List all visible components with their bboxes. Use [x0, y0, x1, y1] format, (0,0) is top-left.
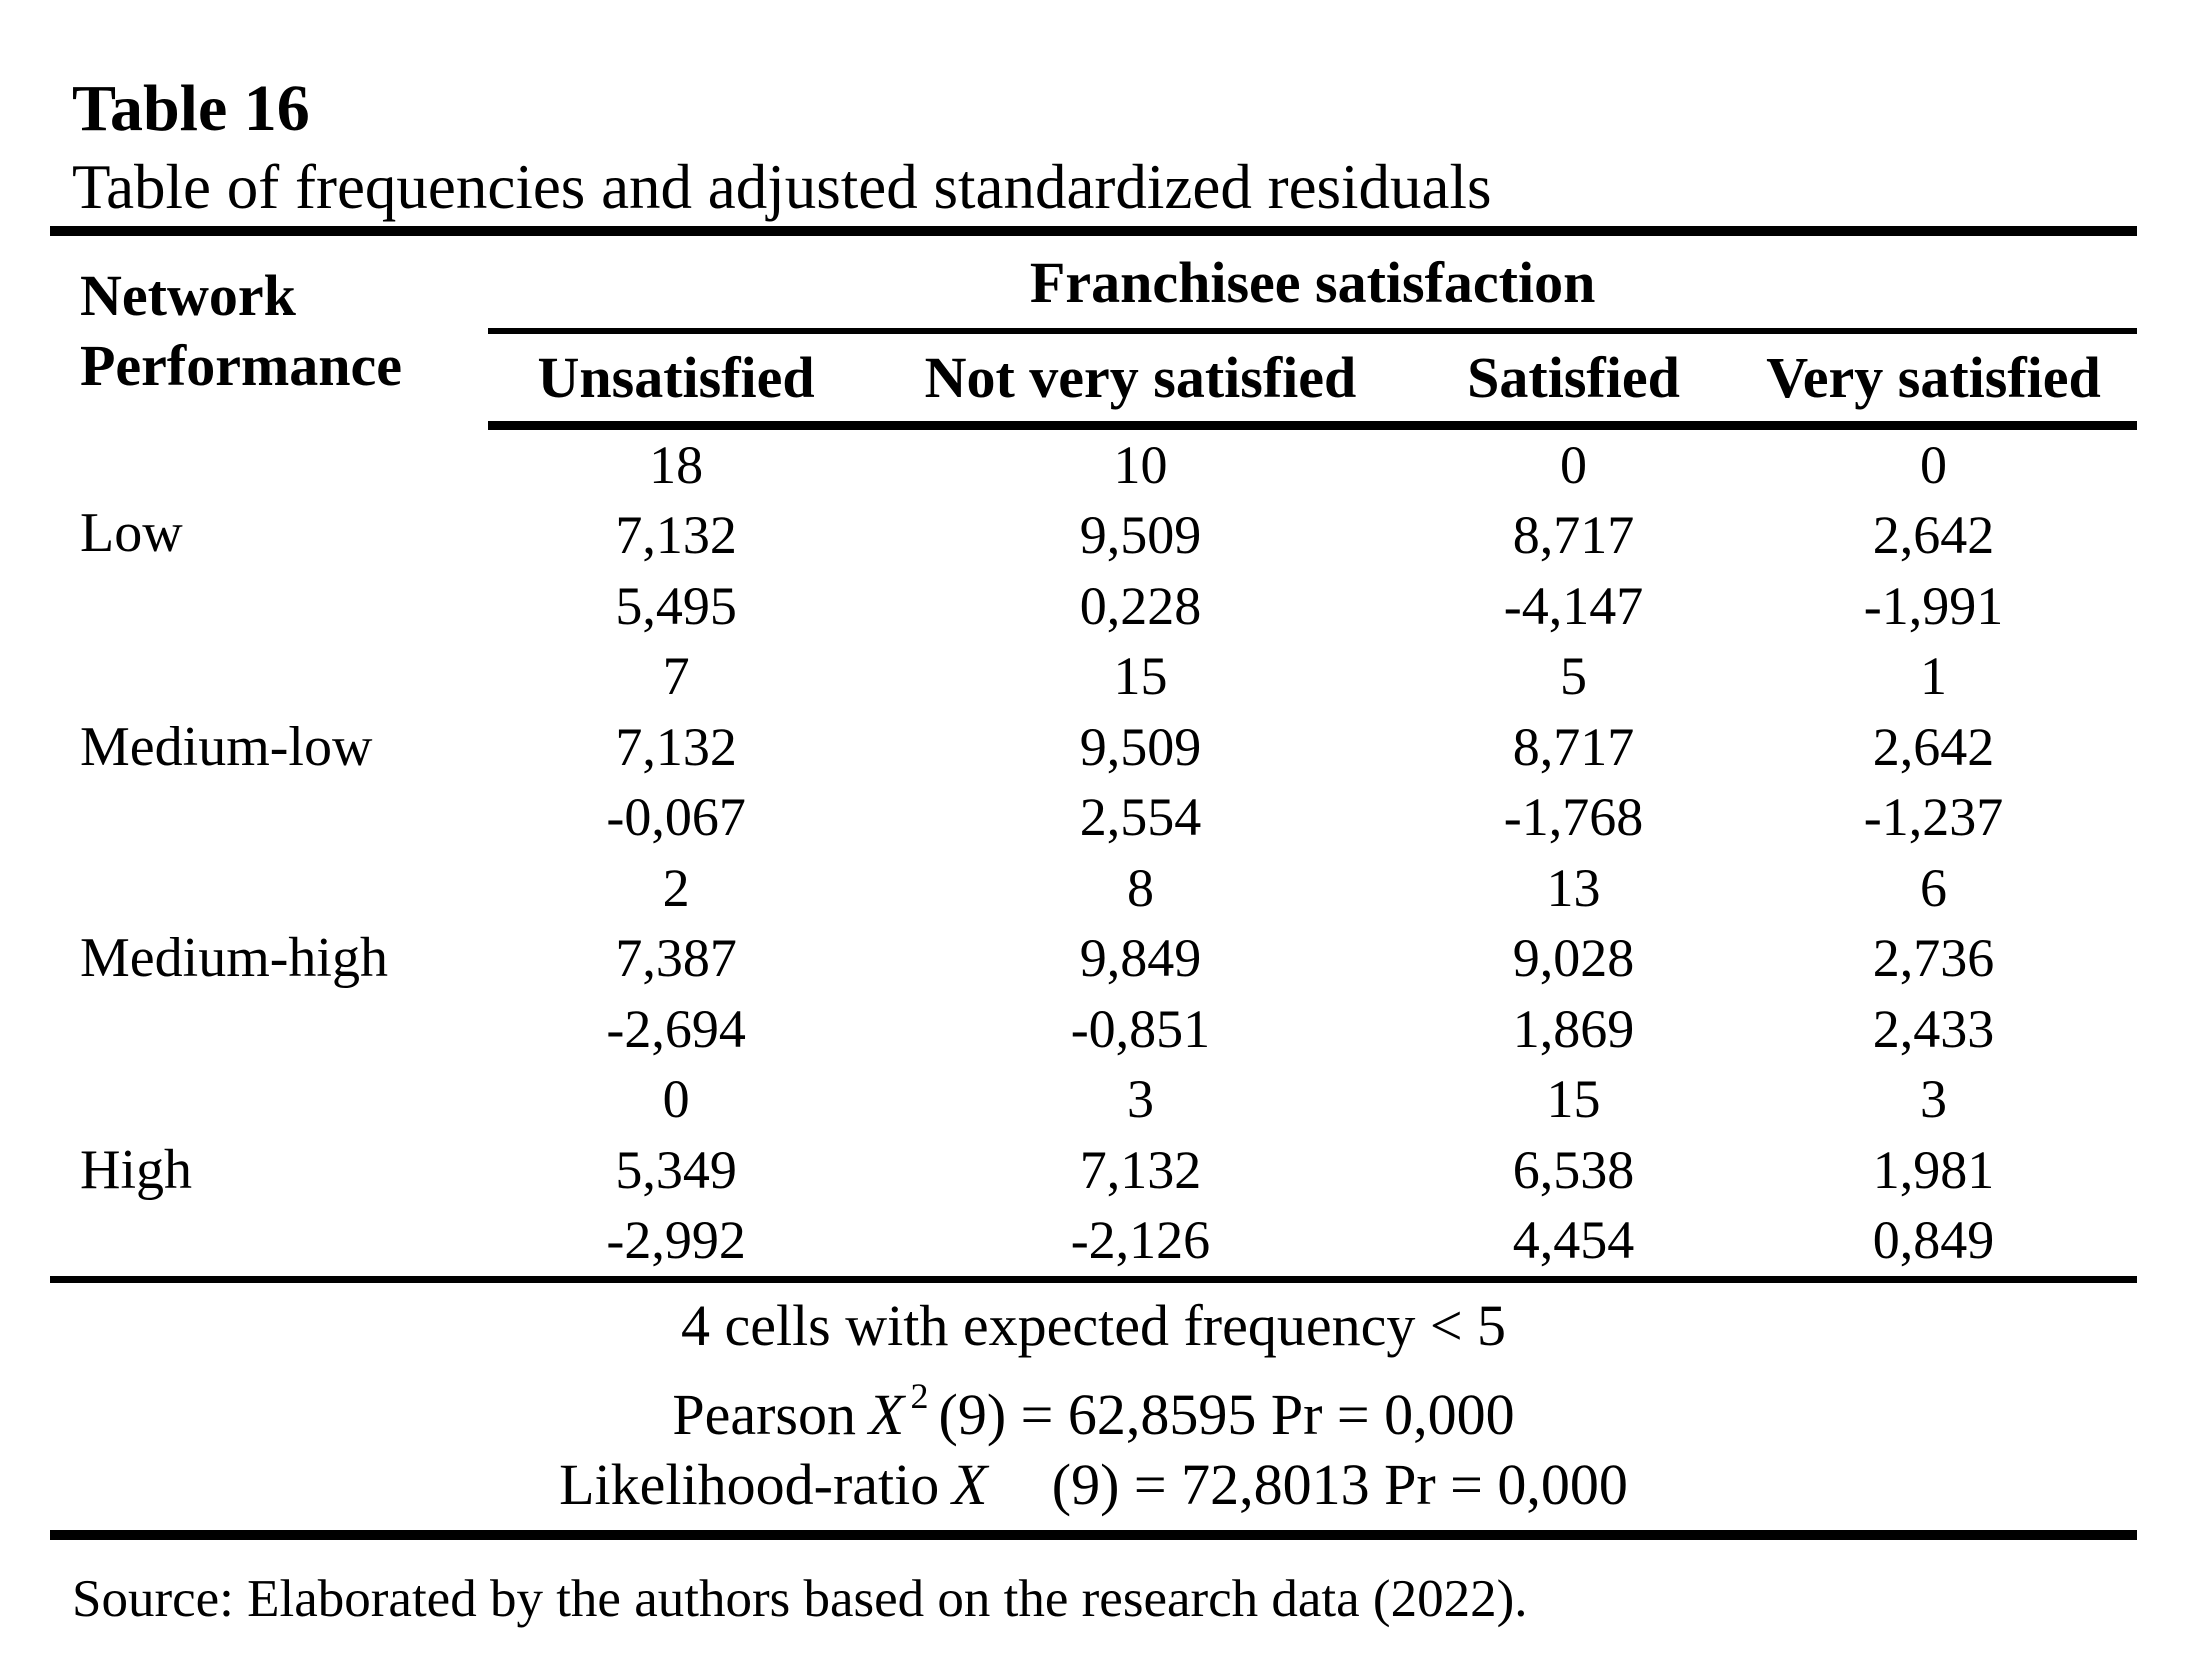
residual-value: 0,228: [1079, 575, 1202, 636]
table-cell: 15 6,538 4,454: [1416, 1064, 1731, 1283]
row-label: Low: [80, 502, 183, 564]
observed-value: 5: [1559, 646, 1587, 706]
row-label: Medium-low: [80, 715, 373, 778]
expected-value: 5,349: [615, 1139, 737, 1200]
table-cell: 3 1,981 0,849: [1730, 1064, 2137, 1283]
chi-symbol: X: [952, 1451, 988, 1517]
residual-value: -1,991: [1863, 575, 2004, 636]
chi-symbol: X: [868, 1381, 905, 1447]
expected-value: 9,509: [1079, 505, 1202, 565]
likelihood-value: (9) = 72,8013 Pr = 0,000: [1051, 1451, 1628, 1517]
expected-value: 9,028: [1512, 928, 1635, 988]
residual-value: -2,126: [1070, 1210, 1211, 1270]
statistics-footer: 4 cells with expected frequency < 5 Pear…: [50, 1283, 2137, 1540]
table-cell: 2 7,387 -2,694: [488, 853, 864, 1065]
row-label: High: [50, 1064, 489, 1283]
expected-value: 7,387: [615, 928, 737, 988]
likelihood-label: Likelihood-ratio: [559, 1451, 940, 1517]
table-row-high: High 0 5,349 -2,992 3 7,132 -2,126 15 6,…: [50, 1064, 2137, 1283]
table-row-medium-high: Medium-high 2 7,387 -2,694 8 9,849 -0,85…: [50, 853, 2137, 1065]
pearson-label: Pearson: [672, 1381, 856, 1447]
likelihood-ratio-stat: Likelihood-ratio X (9) = 72,8013 Pr = 0,00…: [50, 1450, 2137, 1520]
table-cell: 8 9,849 -0,851: [864, 853, 1417, 1065]
residual-value: 2,433: [1872, 998, 1995, 1059]
observed-value: 15: [1113, 646, 1168, 706]
table-cell: 18 7,132 5,495: [488, 425, 864, 641]
observed-value: 18: [649, 434, 704, 495]
expected-value: 9,509: [1079, 716, 1202, 777]
table-cell: 13 9,028 1,869: [1417, 853, 1730, 1065]
expected-value: 2,736: [1872, 928, 1995, 988]
residual-value: 4,454: [1512, 1210, 1635, 1270]
paper-page: Table 16 Table of frequencies and adjust…: [0, 70, 2203, 1670]
column-group-header: Franchisee satisfaction: [488, 231, 2137, 334]
pearson-chi-square-stat: Pearson X 2 (9) = 62,8595 Pr = 0,000: [50, 1361, 2137, 1450]
observed-value: 10: [1113, 434, 1168, 495]
expected-value: 7,132: [615, 505, 737, 565]
table-number-title: Table 16: [72, 72, 310, 145]
table-cell: 7 7,132 -0,067: [488, 641, 864, 853]
observed-value: 8: [1126, 857, 1154, 918]
residual-value: 2,554: [1079, 787, 1202, 847]
residual-value: -1,768: [1503, 787, 1644, 847]
expected-value: 8,717: [1512, 716, 1635, 777]
expected-value: 1,981: [1872, 1139, 1995, 1200]
table-cell: 3 7,132 -2,126: [863, 1064, 1417, 1283]
table-caption: Table of frequencies and adjusted standa…: [72, 152, 1492, 222]
residual-value: -0,851: [1070, 998, 1211, 1059]
table-cell: 15 9,509 2,554: [864, 641, 1417, 853]
observed-value: 0: [662, 1069, 690, 1129]
expected-value: 7,132: [1079, 1139, 1202, 1200]
expected-value: 9,849: [1079, 928, 1202, 988]
table-cell: 0 8,717 -4,147: [1417, 425, 1730, 641]
table-cell: 0 5,349 -2,992: [488, 1064, 864, 1283]
residual-value: -4,147: [1503, 575, 1644, 636]
table-cell: 10 9,509 0,228: [864, 425, 1417, 641]
residual-value: -2,694: [606, 998, 746, 1059]
residual-value: -0,067: [606, 787, 746, 847]
observed-value: 13: [1546, 857, 1601, 918]
observed-value: 1: [1920, 646, 1947, 706]
column-header-unsatisfied: Unsatisfied: [488, 331, 864, 430]
column-header-very-satisfied: Very satisfied: [1730, 331, 2137, 430]
residual-value: 1,869: [1512, 998, 1635, 1059]
source-note: Source: Elaborated by the authors based …: [72, 1569, 1528, 1628]
table-cell: 5 8,717 -1,768: [1417, 641, 1730, 853]
observed-value: 3: [1920, 1069, 1947, 1129]
table-row-medium-low: Medium-low 7 7,132 -0,067 15 9,509 2,554…: [50, 641, 2137, 853]
observed-value: 2: [662, 857, 690, 918]
expected-value: 6,538: [1512, 1139, 1635, 1200]
expected-value: 7,132: [615, 716, 737, 777]
residual-value: 0,849: [1872, 1210, 1995, 1270]
column-header-not-very-satisfied: Not very satisfied: [863, 331, 1417, 430]
table-cell: 0 2,642 -1,991: [1730, 425, 2137, 641]
observed-value: 7: [662, 646, 690, 706]
expected-value: 8,717: [1512, 505, 1635, 565]
observed-value: 3: [1126, 1069, 1154, 1129]
residual-value: 5,495: [615, 575, 737, 636]
table-cell: 1 2,642 -1,237: [1730, 641, 2137, 853]
observed-value: 6: [1920, 857, 1947, 918]
expected-frequency-note: 4 cells with expected frequency < 5: [680, 1292, 1507, 1358]
observed-value: 15: [1546, 1069, 1601, 1129]
residual-value: -2,992: [606, 1210, 746, 1270]
table-cell: 6 2,736 2,433: [1730, 853, 2137, 1065]
chi-exponent: 2: [910, 1375, 929, 1416]
pearson-value: (9) = 62,8595 Pr = 0,000: [938, 1381, 1515, 1447]
observed-value: 0: [1559, 434, 1587, 495]
row-label: Medium-high: [80, 927, 388, 990]
frequencies-table: Network Performance Franchisee satisfact…: [50, 226, 2137, 1283]
column-header-satisfied: Satisfied: [1416, 331, 1731, 430]
expected-value: 2,642: [1872, 505, 1995, 565]
observed-value: 0: [1920, 434, 1947, 495]
row-group-header: Network Performance: [80, 262, 403, 398]
expected-value: 2,642: [1872, 716, 1995, 777]
residual-value: -1,237: [1863, 787, 2004, 847]
table-row-low: Low 18 7,132 5,495 10 9,509 0,228 0 8,71…: [50, 425, 2137, 641]
